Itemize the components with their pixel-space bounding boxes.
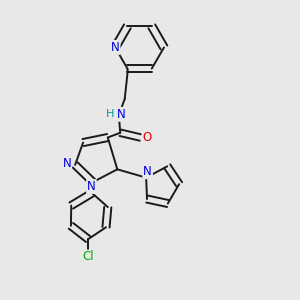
- Text: H: H: [106, 109, 114, 119]
- Text: O: O: [142, 131, 152, 144]
- Text: N: N: [111, 41, 120, 54]
- Text: Cl: Cl: [82, 250, 94, 263]
- Text: N: N: [143, 165, 152, 178]
- Text: N: N: [62, 158, 71, 170]
- Text: N: N: [117, 108, 125, 121]
- Text: N: N: [87, 180, 96, 193]
